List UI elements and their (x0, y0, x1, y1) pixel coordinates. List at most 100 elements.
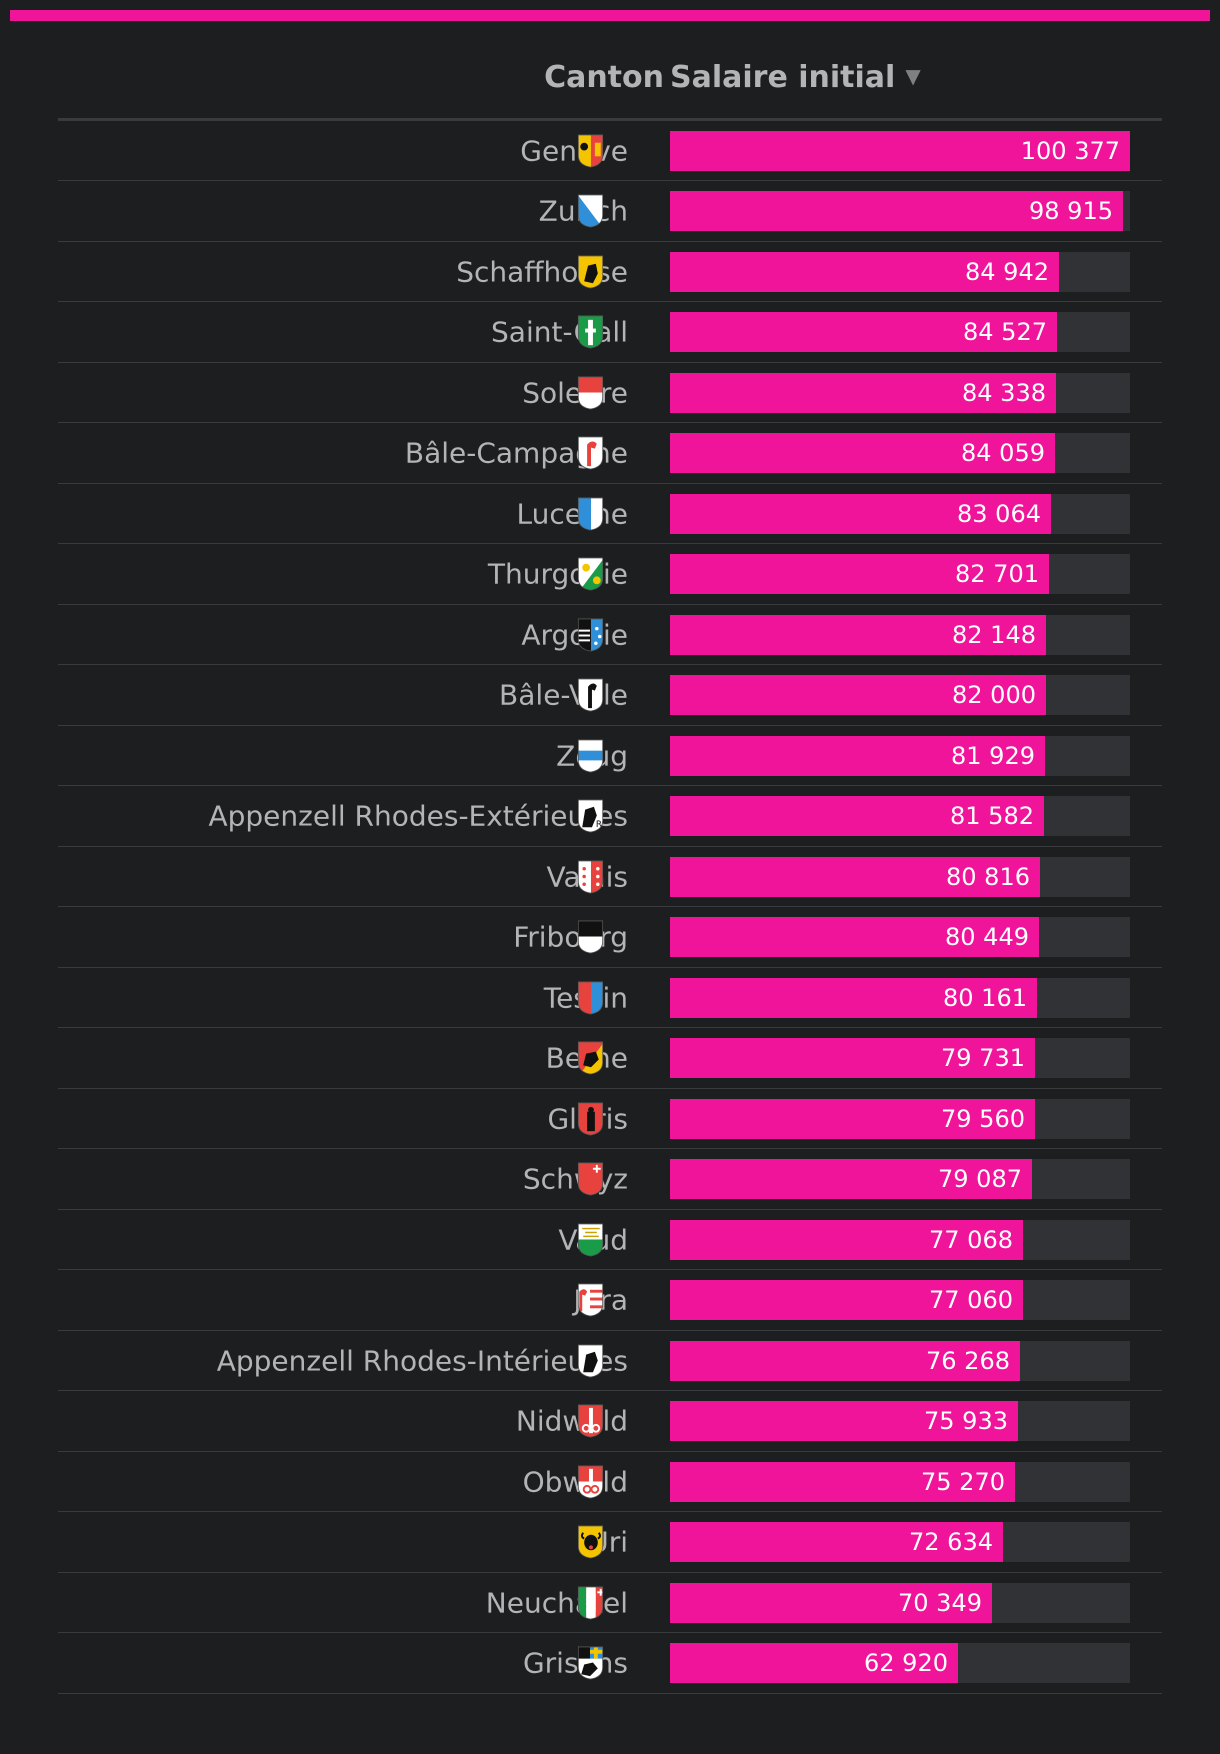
canton-name: Lucerne (516, 497, 628, 530)
sort-descending-icon[interactable]: ▼ (905, 64, 921, 88)
grisons-flag-icon (577, 1646, 604, 1680)
salary-bar (670, 614, 1046, 655)
salary-bar (670, 735, 1045, 776)
bar-track: 83 064 (670, 493, 1130, 534)
table-row: Lucerne 83 064 (58, 484, 1162, 544)
bar-track: 84 338 (670, 372, 1130, 413)
table-row: Tessin80 161 (58, 968, 1162, 1028)
bar-value-label: 84 059 (961, 439, 1045, 467)
salary-bar (670, 1280, 1023, 1320)
canton-column-header: Canton (544, 60, 664, 95)
salary-bar (670, 372, 1056, 413)
salary-bar (670, 191, 1123, 231)
salary-bar (670, 1582, 992, 1623)
table-row: Saint-Gall 84 527 (58, 303, 1162, 363)
bar-track: 81 582 (670, 796, 1130, 836)
table-row: Obwald 75 270 (58, 1452, 1162, 1512)
bar-value-label: 70 349 (898, 1588, 982, 1617)
bar-value-label: 77 060 (929, 1286, 1013, 1314)
salary-bar (670, 1219, 1023, 1260)
bar-value-label: 80 816 (946, 862, 1030, 891)
svg-text:R: R (596, 820, 602, 830)
bar-track: 80 816 (670, 856, 1130, 897)
table-row: Schwyz 79 087 (58, 1150, 1162, 1210)
jura-flag-icon (577, 1283, 604, 1317)
table-header: Canton Salaire initial ▼ (58, 56, 1162, 121)
salary-bar (670, 1038, 1035, 1078)
salary-bar (670, 796, 1044, 836)
table-row: Uri 72 634 (58, 1513, 1162, 1573)
table-row: Grisons 62 920 (58, 1634, 1162, 1694)
canton-name: Fribourg (513, 920, 628, 954)
canton-name: Thurgovie (487, 557, 628, 591)
canton-name: Appenzell Rhodes-Intérieures (216, 1344, 628, 1377)
berne-flag-icon (577, 1041, 604, 1075)
bar-track: 82 000 (670, 675, 1130, 715)
table-row: Jura77 060 (58, 1271, 1162, 1331)
schaffhouse-flag-icon (577, 255, 604, 288)
tessin-flag-icon (577, 981, 604, 1014)
bar-value-label: 98 915 (1029, 197, 1113, 225)
salary-bar (670, 1340, 1020, 1381)
table-row: Appenzell Rhodes-Intérieures 76 268 (58, 1331, 1162, 1391)
top-accent-stripe (10, 10, 1210, 21)
bar-value-label: 82 000 (952, 681, 1036, 709)
bar-track: 80 449 (670, 917, 1130, 957)
bar-value-label: 79 087 (938, 1165, 1022, 1193)
bar-track: 98 915 (670, 191, 1130, 231)
schwyz-flag-icon (577, 1162, 604, 1196)
salary-bar (670, 1643, 958, 1683)
bar-value-label: 83 064 (957, 499, 1041, 528)
canton-name: Argovie (521, 618, 628, 651)
table-row: Valais80 816 (58, 847, 1162, 907)
bale-ville-flag-icon (577, 678, 604, 712)
bar-track: 79 560 (670, 1098, 1130, 1139)
bar-value-label: 81 929 (951, 741, 1035, 770)
salary-header-label: Salaire initial (670, 60, 896, 95)
canton-name: Grisons (522, 1646, 628, 1680)
bar-track: 82 701 (670, 554, 1130, 594)
bar-value-label: 80 449 (945, 923, 1029, 951)
geneve-flag-icon (577, 134, 604, 167)
table-row: Berne79 731 (58, 1029, 1162, 1089)
bar-track: 62 920 (670, 1643, 1130, 1683)
table-row: Bâle-Ville 82 000 (58, 666, 1162, 726)
valais-flag-icon (577, 860, 604, 893)
salary-bar (670, 433, 1055, 473)
table-row: Glaris79 560 (58, 1089, 1162, 1149)
salary-bar (670, 675, 1046, 715)
bar-track: 70 349 (670, 1582, 1130, 1623)
table-row: Genève 100 377 (58, 121, 1162, 181)
thurgovie-flag-icon (577, 557, 604, 591)
bar-track: 82 148 (670, 614, 1130, 655)
table-row: Schaffhouse 84 942 (58, 242, 1162, 302)
bar-value-label: 82 701 (955, 560, 1039, 588)
table-row: Bâle-Campagne 84 059 (58, 424, 1162, 484)
bar-value-label: 82 148 (952, 620, 1036, 649)
bar-value-label: 77 068 (929, 1225, 1013, 1254)
table-row: Zurich98 915 (58, 182, 1162, 242)
bar-value-label: 75 270 (921, 1467, 1005, 1496)
table-row: Fribourg 80 449 (58, 908, 1162, 968)
obwald-flag-icon (577, 1465, 604, 1498)
bar-track: 79 087 (670, 1159, 1130, 1199)
canton-name: Bâle-Ville (499, 678, 628, 712)
canton-name: Saint-Gall (491, 315, 628, 349)
bar-track: 84 059 (670, 433, 1130, 473)
canton-name: Obwald (522, 1465, 628, 1498)
bar-value-label: 81 582 (950, 802, 1034, 830)
canton-name: Neuchâtel (485, 1586, 628, 1619)
bar-value-label: 84 338 (962, 378, 1046, 407)
salary-column-header[interactable]: Salaire initial ▼ (670, 60, 921, 95)
neuchatel-flag-icon (577, 1586, 604, 1619)
bar-value-label: 75 933 (924, 1407, 1008, 1435)
fribourg-flag-icon (577, 920, 604, 954)
table-row: Zoug81 929 (58, 726, 1162, 786)
salary-bar (670, 1401, 1018, 1441)
salary-bar (670, 917, 1039, 957)
lucerne-flag-icon (577, 497, 604, 530)
salary-bar (670, 1159, 1032, 1199)
appenzell-int-flag-icon (577, 1344, 604, 1377)
salary-bar (670, 856, 1040, 897)
